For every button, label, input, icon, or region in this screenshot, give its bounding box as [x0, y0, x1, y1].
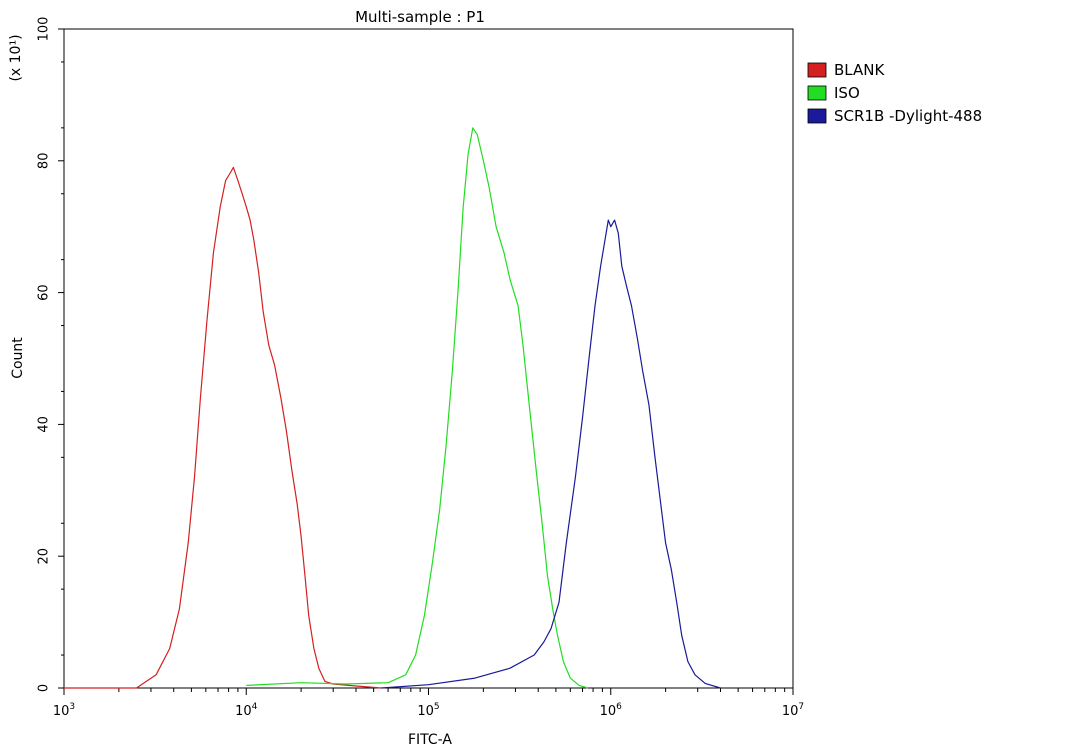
- y-axis-label: Count: [10, 337, 26, 379]
- legend-label: BLANK: [834, 61, 885, 79]
- x-axis: 103 104 105 106 107: [53, 688, 804, 719]
- legend: BLANK ISO SCR1B -Dylight-488: [807, 61, 982, 125]
- x-axis-label: FITC-A: [408, 732, 452, 748]
- x-tick-label: 105: [417, 702, 439, 719]
- series-line-3: [381, 219, 721, 689]
- series-line-2: [246, 127, 589, 689]
- legend-swatch: [807, 108, 827, 124]
- legend-swatch: [807, 85, 827, 101]
- y-tick-label: 60: [37, 284, 52, 301]
- x-tick-label: 106: [600, 702, 623, 719]
- x-tick-label: 104: [235, 702, 258, 719]
- series-lines: [64, 127, 721, 689]
- y-tick-label: 0: [37, 684, 52, 692]
- y-tick-label: 80: [37, 153, 52, 170]
- legend-swatch: [807, 62, 827, 78]
- legend-label: SCR1B -Dylight-488: [834, 107, 982, 125]
- y-tick-label: 20: [37, 548, 52, 565]
- y-tick-label: 100: [37, 17, 52, 42]
- x-tick-label: 103: [53, 702, 75, 719]
- y-axis: 0 20 40 60 80 100: [37, 17, 64, 692]
- legend-label: ISO: [834, 84, 860, 102]
- series-line-1: [64, 166, 382, 689]
- y-tick-label: 40: [37, 416, 52, 433]
- chart-title: Multi-sample : P1: [355, 8, 485, 26]
- y-axis-multiplier: (x 10¹): [8, 34, 24, 81]
- x-tick-label: 107: [782, 702, 804, 719]
